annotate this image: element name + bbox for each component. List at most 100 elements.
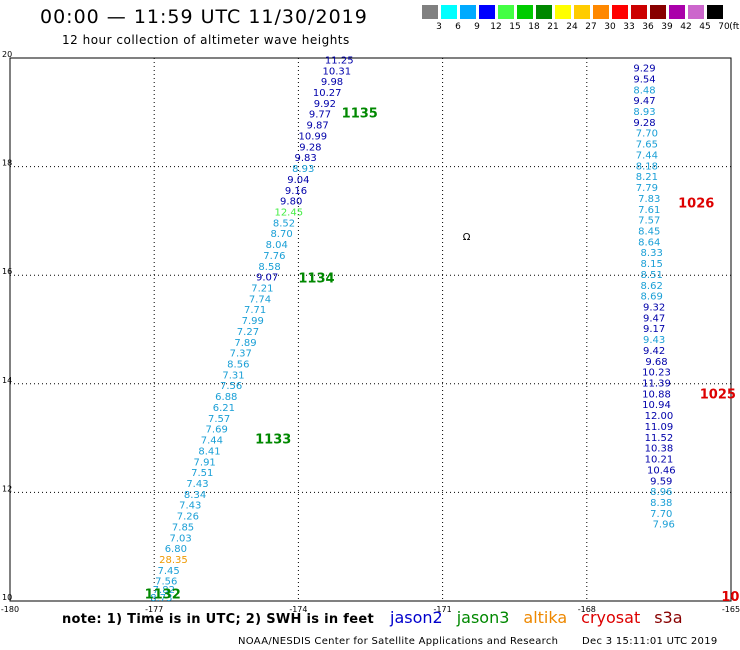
swh-value: 9.07: [256, 273, 278, 284]
lon-tick-label: -177: [145, 605, 163, 614]
lon-tick-label: -165: [722, 605, 740, 614]
swh-value: 7.70: [650, 509, 672, 520]
swh-value: 11.39: [642, 379, 671, 390]
swh-value: 7.27: [237, 327, 259, 338]
swh-value: 9.04: [287, 175, 309, 186]
swh-value: 8.56: [227, 360, 249, 371]
swh-value: 7.03: [170, 533, 192, 544]
color-swatch-36: [631, 5, 647, 19]
swh-value: 7.74: [249, 294, 271, 305]
swh-value: 10.46: [647, 465, 676, 476]
swh-value: 9.87: [306, 121, 328, 132]
color-scale-label: 6: [455, 22, 461, 32]
swh-value: 8.41: [198, 446, 220, 457]
color-swatch-9: [460, 5, 476, 19]
swh-value: 11.52: [645, 433, 674, 444]
color-scale-label: 24: [566, 22, 578, 32]
swh-value: 8.93: [633, 107, 655, 118]
swh-value: 7.51: [191, 468, 213, 479]
swh-value: 7.99: [242, 316, 264, 327]
swh-value: 9.42: [643, 346, 665, 357]
swh-value: 7.56: [220, 381, 242, 392]
swh-value: 7.56: [155, 577, 177, 588]
swh-value: 9.43: [643, 335, 665, 346]
swh-value: 11.25: [325, 55, 354, 66]
swh-value: 7.37: [230, 349, 252, 360]
swh-value: 10.23: [642, 368, 671, 379]
swh-value: 28.35: [159, 555, 188, 566]
page-title: 00:00 — 11:59 UTC 11/30/2019: [40, 6, 368, 28]
swh-value: 7.45: [157, 566, 179, 577]
color-swatch-70: [707, 5, 723, 19]
color-swatch-6: [441, 5, 457, 19]
swh-value: 8.38: [650, 498, 672, 509]
swh-value: 7.21: [251, 283, 273, 294]
color-scale-label: 30: [604, 22, 616, 32]
lat-tick-label: 20: [2, 50, 12, 59]
lon-tick-label: -174: [289, 605, 307, 614]
color-scale-label: 36: [642, 22, 654, 32]
swh-value: 10.38: [645, 444, 674, 455]
footer-date: Dec 3 15:11:01 UTC 2019: [582, 636, 718, 647]
swh-value: 9.16: [285, 186, 307, 197]
swh-value: 6.21: [213, 403, 235, 414]
swh-value: 7.83: [638, 194, 660, 205]
color-scale-label: 27: [585, 22, 597, 32]
swh-value: 7.71: [244, 305, 266, 316]
swh-value: 10.88: [642, 389, 671, 400]
swh-value: 7.89: [234, 338, 256, 349]
swh-value: 8.70: [270, 229, 292, 240]
color-scale-label: 15: [509, 22, 521, 32]
lat-tick-label: 12: [2, 484, 12, 493]
swh-value: 9.92: [314, 99, 336, 110]
swh-value: 8.96: [650, 487, 672, 498]
swh-value: 7.91: [194, 457, 216, 468]
swh-value: 7.82: [153, 585, 175, 596]
color-scale-label: 9: [474, 22, 480, 32]
lat-tick-label: 14: [2, 376, 12, 385]
swh-value: 8.21: [636, 172, 658, 183]
pass-time-label: 1134: [298, 271, 334, 286]
color-swatch-39: [650, 5, 666, 19]
pass-time-label: 1135: [342, 107, 378, 122]
swh-value: 9.28: [633, 118, 655, 129]
satellite-legend-jason2: jason2: [390, 608, 443, 627]
swh-value: 10.99: [298, 131, 327, 142]
swh-value: 8.45: [638, 226, 660, 237]
lat-tick-label: 18: [2, 159, 12, 168]
lon-tick-label: -171: [434, 605, 452, 614]
swh-value: 7.70: [636, 129, 658, 140]
swh-value: 7.76: [263, 251, 285, 262]
swh-value: 12.45: [274, 207, 303, 218]
swh-value: 7.57: [638, 216, 660, 227]
swh-value: 8.33: [641, 248, 663, 259]
page-subtitle: 12 hour collection of altimeter wave hei…: [62, 33, 350, 47]
color-scale-label: 12: [490, 22, 502, 32]
island-outline: Ω: [463, 232, 471, 243]
color-swatch-3: [422, 5, 438, 19]
swh-value: 8.18: [636, 161, 658, 172]
swh-value: 7.44: [636, 150, 658, 161]
swh-value: 7.69: [206, 425, 228, 436]
swh-value: 6.80: [165, 544, 187, 555]
swh-value: 9.59: [650, 476, 672, 487]
swh-value: 7.43: [179, 501, 201, 512]
color-scale-label: 70: [718, 22, 730, 32]
swh-value: 7.85: [172, 522, 194, 533]
swh-value: 9.77: [309, 110, 331, 121]
swh-value: 7.31: [222, 370, 244, 381]
swh-value: 7.57: [208, 414, 230, 425]
satellite-legend-s3a: s3a: [654, 608, 683, 627]
color-scale-label: 33: [623, 22, 635, 32]
satellite-legend: jason2 jason3 altika cryosat s3a: [390, 608, 697, 627]
color-swatch-42: [669, 5, 685, 19]
pass-time-label: 1026: [678, 196, 714, 211]
swh-value: 8.69: [641, 292, 663, 303]
swh-value: 9.17: [643, 324, 665, 335]
swh-value: 11.09: [645, 422, 674, 433]
color-scale-unit: (ft): [729, 22, 740, 32]
swh-value: 8.62: [641, 281, 663, 292]
swh-value: 7.65: [636, 140, 658, 151]
color-swatch-30: [593, 5, 609, 19]
